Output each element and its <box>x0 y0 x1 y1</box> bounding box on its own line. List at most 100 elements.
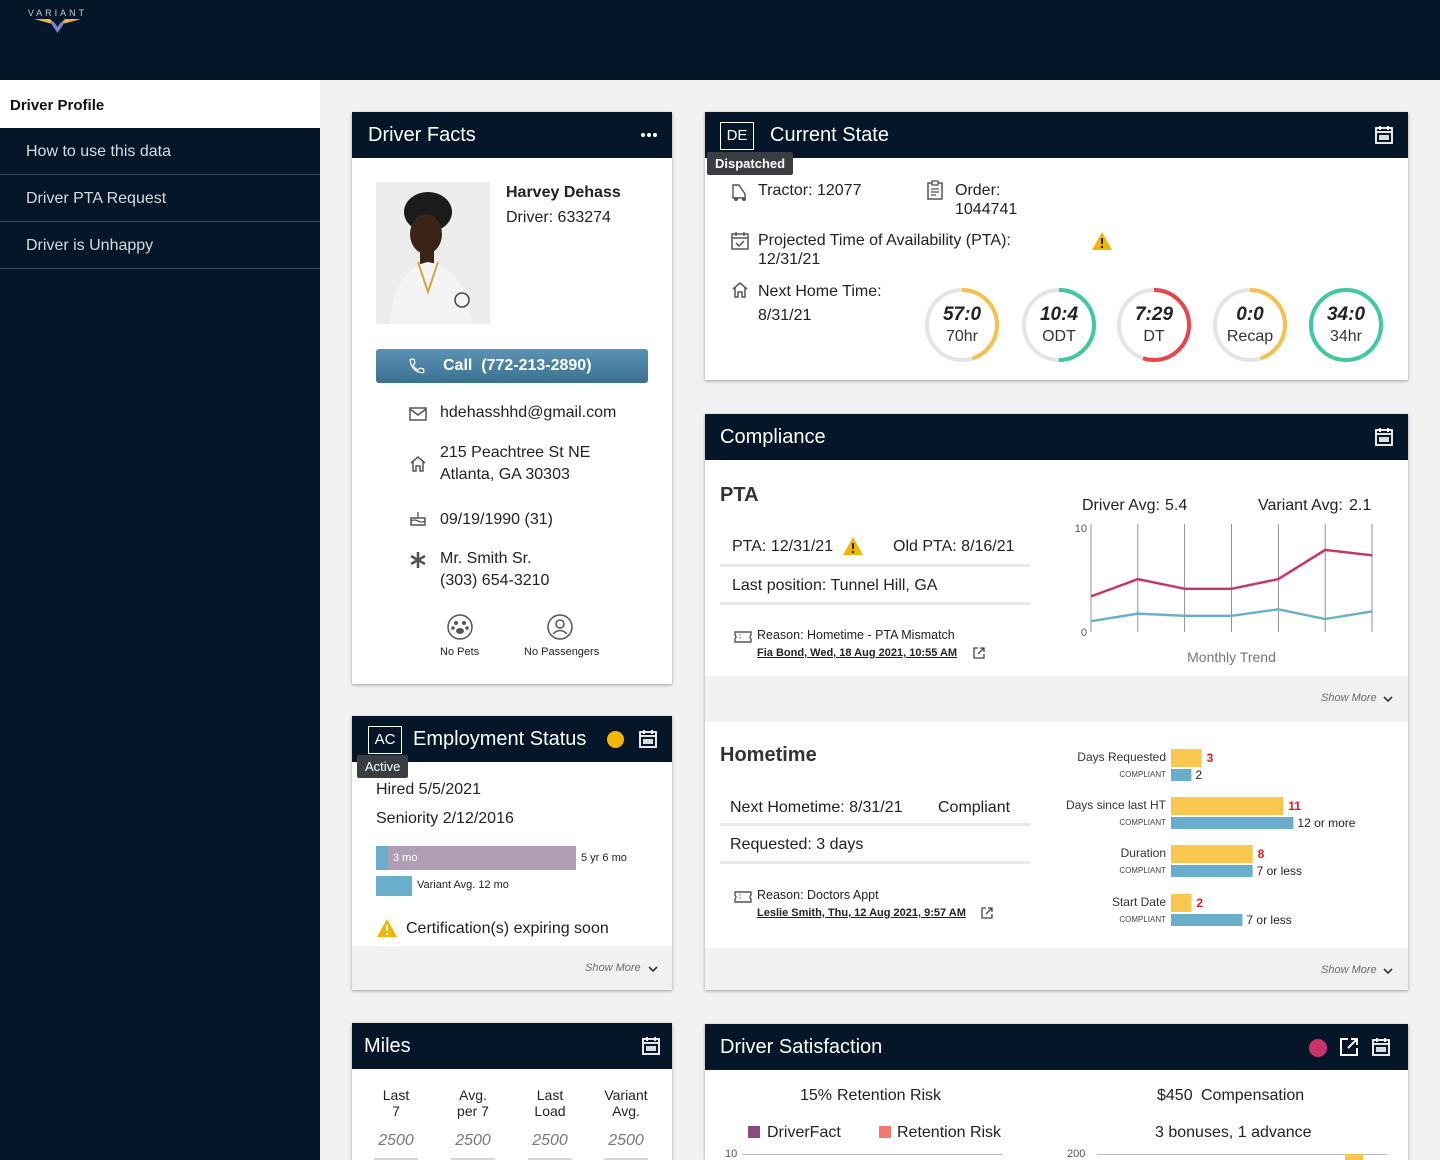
tractor-number: Tractor: 12077 <box>758 182 862 199</box>
legend-driverfact: DriverFact <box>767 1124 841 1141</box>
no-pets-label: No Pets <box>440 646 480 658</box>
email-icon <box>409 407 427 421</box>
driver-avg-value: 5.4 <box>1165 497 1188 514</box>
address-line2: Atlanta, GA 30303 <box>440 466 570 483</box>
gauge-value: 10:4 <box>1039 304 1079 325</box>
order-number: 1044741 <box>955 201 1018 218</box>
gauge-label: DT <box>1143 328 1165 345</box>
miles-col-bar <box>604 1158 648 1160</box>
pta-heading: PTA <box>720 484 759 506</box>
pta-reason-link[interactable]: Fia Bond, Wed, 18 Aug 2021, 10:55 AM <box>757 647 958 659</box>
tenure-bar: 3 mo <box>376 846 576 870</box>
calendar-icon[interactable] <box>1373 124 1395 146</box>
top-bar: VARIANT <box>0 0 1440 80</box>
gauge-value: 7:29 <box>1134 304 1174 325</box>
address-line1: 215 Peachtree St NE <box>440 444 591 461</box>
miles-col-label1: Last <box>382 1087 410 1103</box>
bar-compliant <box>1171 914 1243 926</box>
miles-col-value: 2500 <box>608 1132 644 1149</box>
bar-value-label: 2 <box>1196 896 1203 910</box>
gauge-label: Recap <box>1226 328 1274 345</box>
calendar-icon[interactable] <box>637 728 659 750</box>
pta-label: Projected Time of Availability (PTA): <box>758 232 1011 249</box>
category-label: Days Requested <box>1077 750 1166 764</box>
chevron-down-icon <box>1383 968 1393 975</box>
gauge-value: 57:0 <box>942 304 982 325</box>
hometime-reason-link[interactable]: Leslie Smith, Thu, 12 Aug 2021, 9:57 AM <box>757 907 966 919</box>
driver-facts-header: Driver Facts <box>352 112 672 158</box>
employment-status-tooltip: Active <box>357 755 409 778</box>
sidebar-item-how-to-use[interactable]: How to use this data <box>0 128 320 175</box>
bar-compliant <box>1171 817 1294 829</box>
satisfaction-title: Driver Satisfaction <box>720 1036 883 1058</box>
gauge-arc <box>1213 288 1287 362</box>
satisfaction-header: Driver Satisfaction <box>705 1024 1408 1070</box>
more-options-icon[interactable] <box>638 124 660 146</box>
seniority-date: Seniority 2/12/2016 <box>376 810 514 827</box>
current-state-card: DE Current State Dispatched Tractor: 120… <box>705 112 1408 380</box>
chevron-down-icon <box>1383 696 1393 703</box>
miles-col-bar <box>528 1158 572 1160</box>
calendar-icon[interactable] <box>1373 426 1395 448</box>
employment-status-badge[interactable]: AC <box>368 726 402 754</box>
current-state-badge[interactable]: DE <box>720 122 754 150</box>
current-state-title: Current State <box>770 124 889 146</box>
satisfaction-status-dot <box>1309 1039 1327 1057</box>
employment-status-dot <box>607 731 624 748</box>
no-pets-icon <box>447 614 473 640</box>
category-label: Start Date <box>1112 895 1166 909</box>
miles-column-last7: Last 7 2500 <box>370 1087 422 1160</box>
pta-old: Old PTA: 8/16/21 <box>893 538 1015 555</box>
pta-show-more[interactable]: Show More <box>705 676 1408 722</box>
tenure-bar-inner-label: 3 mo <box>393 852 418 864</box>
hometime-show-more[interactable]: Show More <box>705 948 1408 990</box>
compensation-value: $450 <box>1157 1087 1193 1104</box>
bar-value-label: 2 <box>1195 768 1202 782</box>
retention-percent: 15% <box>800 1087 833 1104</box>
miles-col-bar <box>451 1158 495 1160</box>
miles-col-label2: 7 <box>392 1103 400 1119</box>
sidebar-item-pta-request[interactable]: Driver PTA Request <box>0 175 320 222</box>
bar-requested <box>1171 894 1192 912</box>
gauge-ring <box>1117 288 1191 362</box>
call-button[interactable]: Call (772-213-2890) <box>376 349 648 383</box>
home-icon <box>410 456 426 472</box>
external-link-icon[interactable] <box>1338 1036 1360 1058</box>
category-label: Duration <box>1121 846 1166 860</box>
compensation-label: Compensation <box>1201 1087 1305 1104</box>
gauge-value: 34:0 <box>1326 304 1366 325</box>
driver-email[interactable]: hdehasshhd@gmail.com <box>440 404 617 421</box>
employment-show-more[interactable]: Show More <box>352 946 672 990</box>
external-link-icon[interactable] <box>980 906 994 920</box>
miles-col-label2: Avg. <box>612 1103 640 1119</box>
variant-logo[interactable]: VARIANT <box>20 8 95 36</box>
dispatched-tooltip: Dispatched <box>707 152 794 175</box>
phone-icon <box>409 358 425 374</box>
miles-col-value: 2500 <box>455 1132 491 1149</box>
miles-col-label1: Avg. <box>459 1087 487 1103</box>
gauge-recap: 0:0 Recap <box>1211 286 1289 364</box>
gauge-arc <box>925 288 999 362</box>
legend-retention-swatch <box>879 1126 891 1138</box>
sidebar-item-driver-unhappy[interactable]: Driver is Unhappy <box>0 222 320 269</box>
gauge-dt: 7:29 DT <box>1115 286 1193 364</box>
clipboard-icon <box>927 180 943 200</box>
compliance-header: Compliance <box>705 414 1408 460</box>
driver-birthday: 09/19/1990 (31) <box>440 511 553 528</box>
gauge-arc <box>1309 288 1383 362</box>
compliant-sublabel: COMPLIANT <box>1119 818 1166 827</box>
miles-title: Miles <box>364 1035 411 1057</box>
tractor-icon <box>732 184 746 201</box>
last-position: Last position: Tunnel Hill, GA <box>732 577 938 594</box>
calendar-icon[interactable] <box>640 1035 662 1057</box>
gauge-ring <box>1309 288 1383 362</box>
external-link-icon[interactable] <box>972 646 986 660</box>
employment-header: AC Employment Status <box>352 716 672 762</box>
bar-value-label: 11 <box>1288 799 1301 813</box>
miles-col-label2: Load <box>534 1103 566 1119</box>
miles-col-value: 2500 <box>378 1132 414 1149</box>
bar-value-label: 12 or more <box>1297 816 1355 830</box>
miles-card: Miles Last 7 2500 Avg. per 7 2500 Last L… <box>352 1023 672 1160</box>
calendar-icon[interactable] <box>1370 1036 1392 1058</box>
variant-avg-value: 2.1 <box>1349 497 1372 514</box>
